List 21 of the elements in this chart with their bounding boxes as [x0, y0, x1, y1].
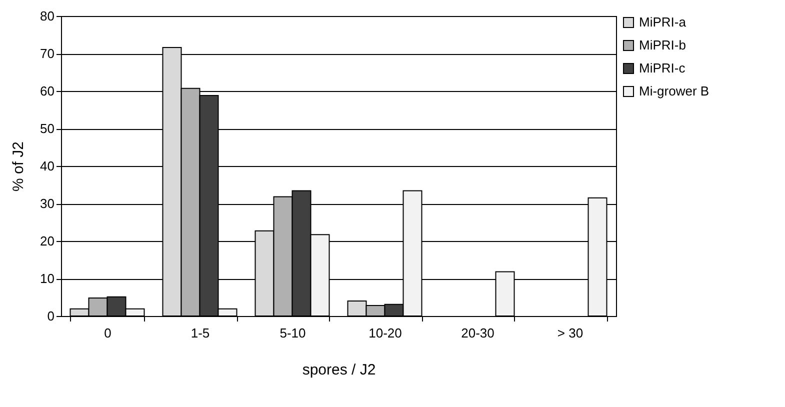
x-tick-label: 10-20: [368, 326, 402, 340]
y-tick-label: 40: [40, 158, 54, 174]
x-tick-label: 5-10: [280, 326, 306, 340]
y-tick-label: 0: [47, 308, 54, 324]
y-tick-label: 70: [40, 46, 54, 61]
x-tick-label: 20-30: [461, 326, 494, 340]
y-tick-label: 80: [40, 8, 54, 24]
legend-label: Mi-grower B: [639, 84, 710, 98]
legend-label: MiPRI-b: [639, 38, 686, 52]
x-tick-label: 1-5: [190, 326, 210, 340]
legend-label: MiPRI-c: [639, 60, 686, 76]
x-tick-label: 0: [104, 326, 112, 340]
y-tick-label: 30: [40, 196, 54, 211]
x-axis-title: spores / J2: [302, 362, 376, 378]
y-tick-label: 60: [40, 84, 54, 98]
x-tick-label: > 30: [557, 326, 584, 340]
y-tick-label: 20: [40, 234, 54, 248]
y-tick-label: 10: [40, 271, 54, 286]
y-tick-label: 50: [40, 121, 54, 136]
y-axis-title: % of J2: [10, 141, 28, 192]
legend-label: MiPRI-a: [639, 14, 687, 30]
